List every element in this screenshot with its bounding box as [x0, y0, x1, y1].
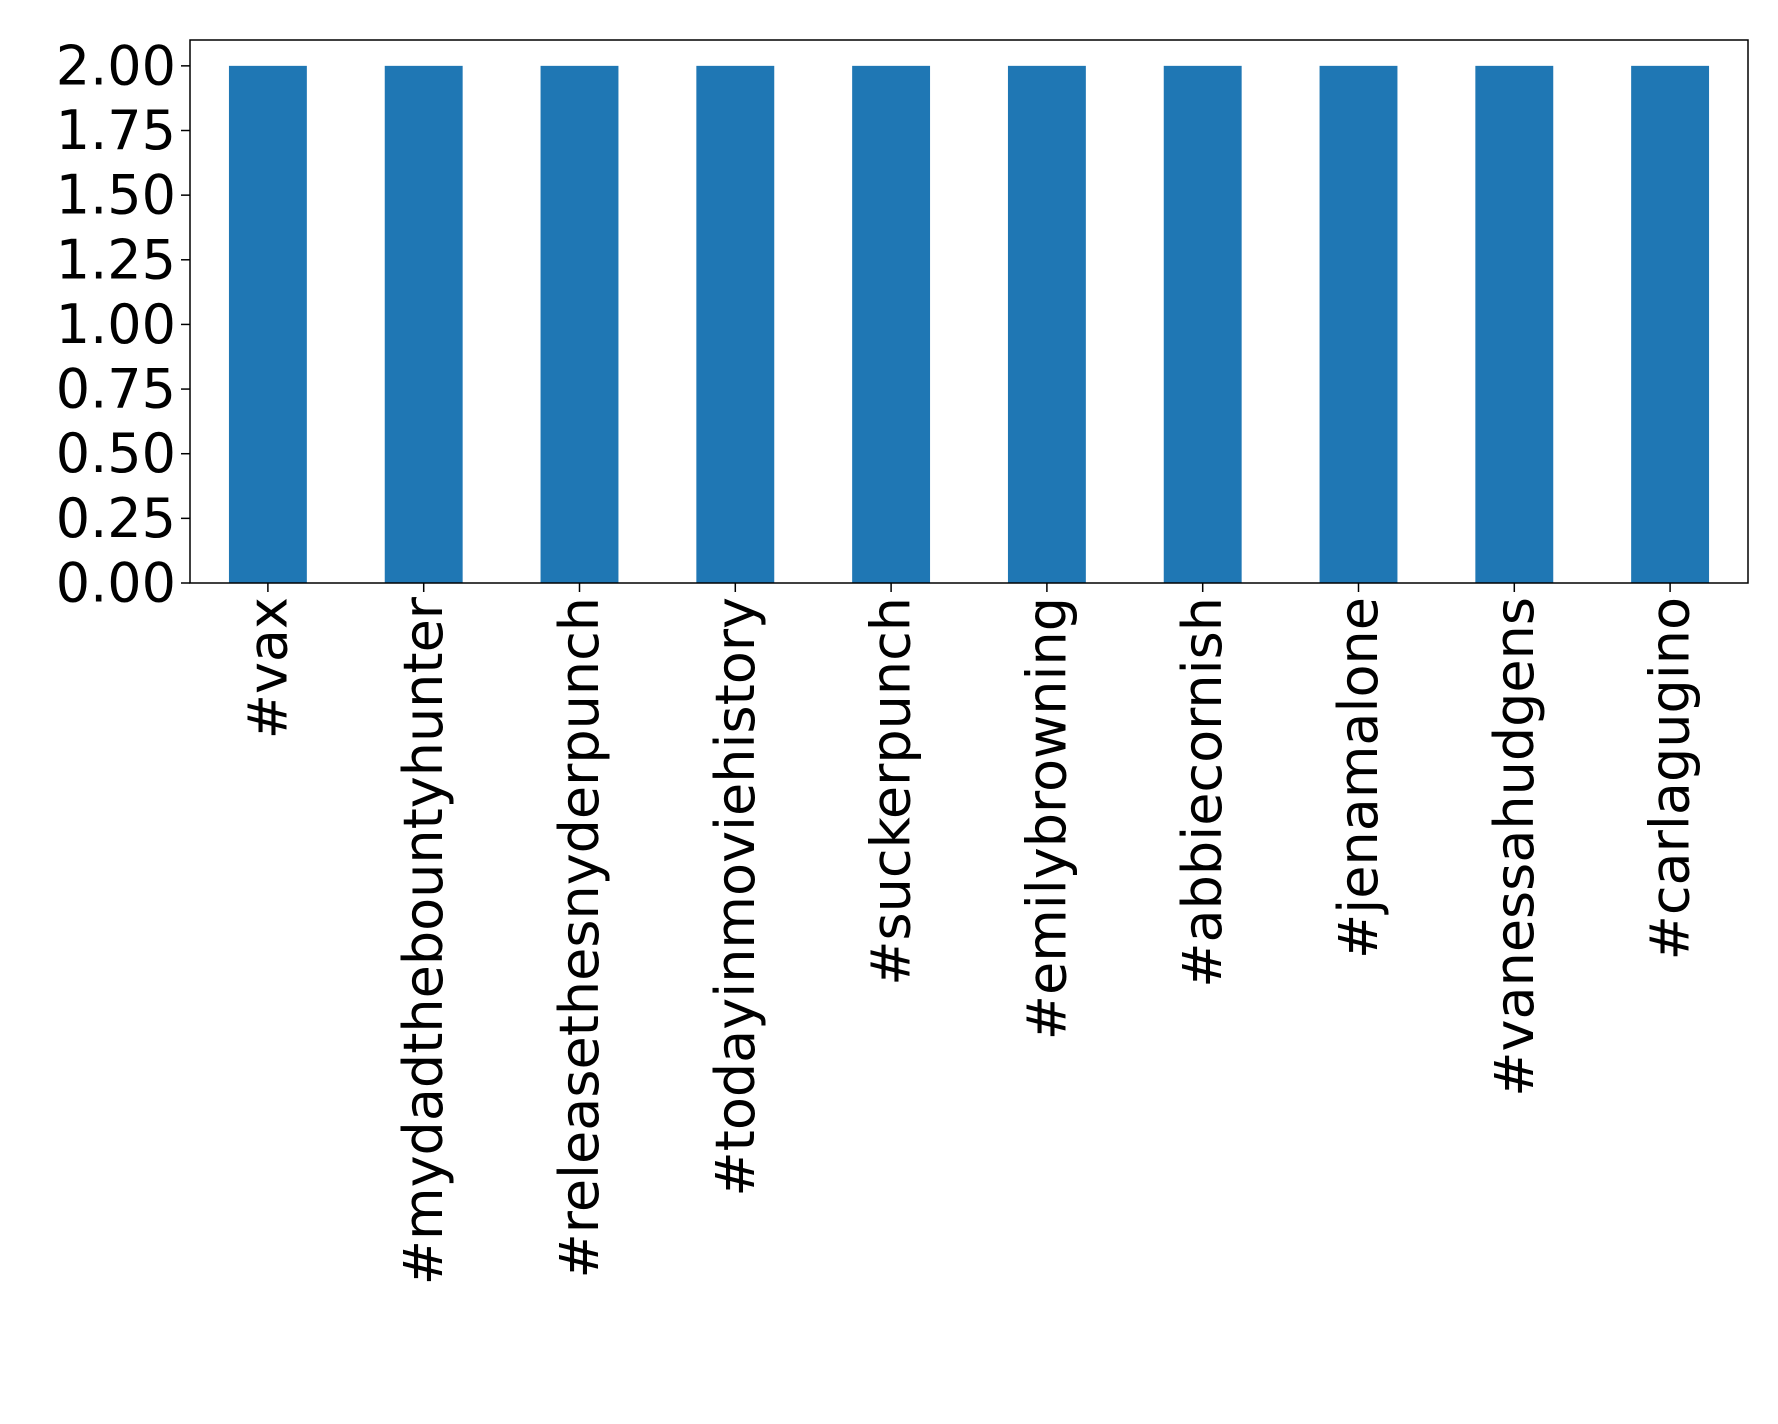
x-tick-label: #todayinmoviehistory [704, 597, 767, 1197]
bar-emilybrowning [1007, 65, 1086, 584]
bar-jenamalone [1319, 65, 1398, 584]
bar-todayinmoviehistory [696, 65, 775, 584]
y-tick-label: 1.25 [56, 228, 176, 291]
bar-mydadthebountyhunter [384, 65, 463, 584]
y-tick-label: 0.50 [56, 422, 176, 485]
x-tick-label: #suckerpunch [860, 597, 923, 986]
x-tick-label: #jenamalone [1327, 597, 1390, 959]
y-axis: 0.000.250.500.751.001.251.501.752.00 [56, 34, 190, 615]
x-tick-label: #releasethesnyderpunch [548, 597, 611, 1278]
x-tick-label: #vanessahudgens [1483, 597, 1546, 1097]
x-tick-label: #carlagugino [1639, 597, 1702, 960]
y-tick-label: 1.50 [56, 164, 176, 227]
y-tick-label: 0.25 [56, 487, 176, 550]
y-tick-label: 0.00 [56, 552, 176, 615]
x-tick-label: #emilybrowning [1015, 597, 1078, 1040]
x-tick-label: #mydadthebountyhunter [392, 596, 455, 1285]
bar-vanessahudgens [1475, 65, 1554, 584]
y-tick-label: 1.75 [56, 99, 176, 162]
bars-group [228, 65, 1710, 584]
plot-frame [189, 39, 1749, 584]
x-tick-label: #abbiecornish [1171, 597, 1234, 988]
y-tick-label: 0.75 [56, 358, 176, 421]
bar-abbiecornish [1163, 65, 1242, 584]
x-axis: #vax #mydadthebountyhunter #releasethesnyd… [236, 583, 1702, 1285]
bar-releasethesnyderpunch [540, 65, 619, 584]
y-tick-label: 2.00 [56, 34, 176, 97]
bar-carlagugino [1631, 65, 1710, 584]
bar-suckerpunch [852, 65, 931, 584]
y-tick-label: 1.00 [56, 293, 176, 356]
bar-vax [228, 65, 307, 584]
x-tick-label: #vax [236, 597, 299, 739]
